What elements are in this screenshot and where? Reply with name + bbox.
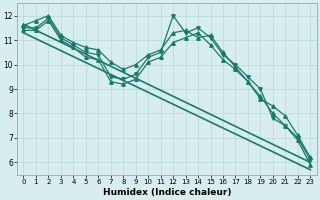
X-axis label: Humidex (Indice chaleur): Humidex (Indice chaleur) xyxy=(103,188,231,197)
